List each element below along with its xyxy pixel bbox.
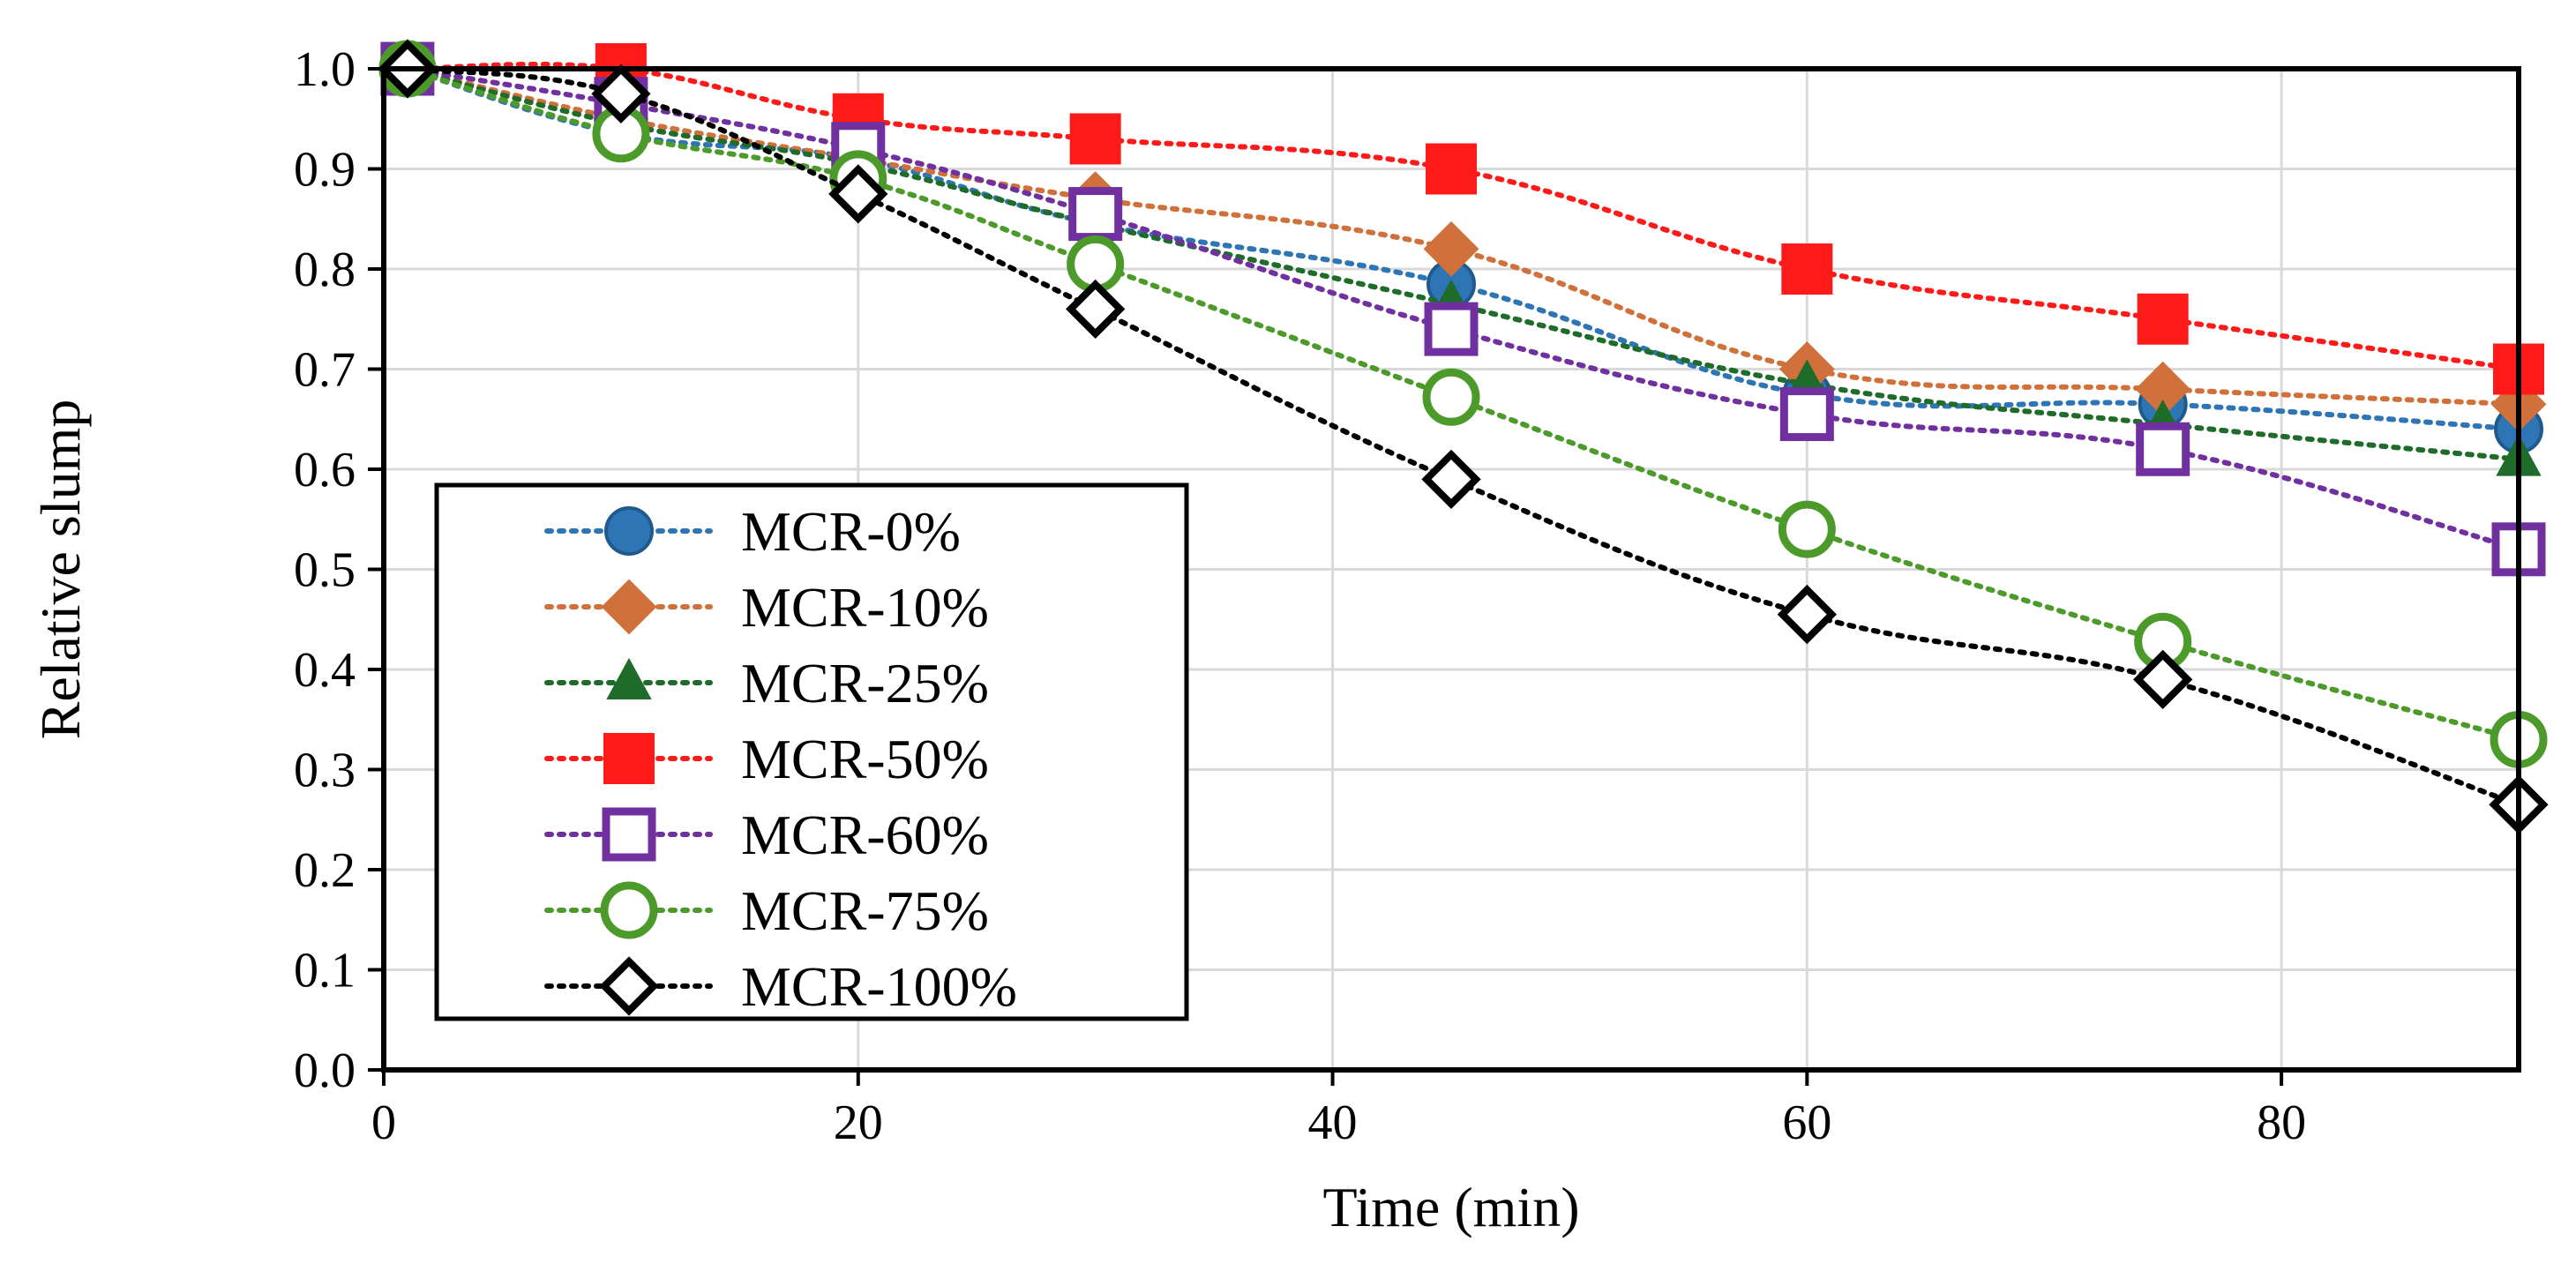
legend-item: MCR-50% [544,728,989,790]
data-point [828,164,888,224]
data-point [1422,368,1480,426]
legend-box [434,482,1189,1021]
legend-label: MCR-75% [741,879,989,942]
legend-label: MCR-25% [741,652,989,714]
legend-item: MCR-0% [544,500,961,563]
x-tick-label: 80 [2257,1095,2306,1150]
data-point [1424,302,1479,356]
x-tick-label: 60 [1782,1095,1831,1150]
y-tick-label: 0.6 [294,443,356,497]
y-tick-label: 1.0 [294,42,356,97]
x-tick-label: 20 [834,1095,883,1150]
data-point [591,64,651,124]
y-tick-label: 0.7 [294,343,356,398]
axis-ticks: 0 20 40 60 80 0.0 0.1 0.2 0.3 0.4 0.5 0.6 0.7 0.8 0.9 1… [294,42,2306,1150]
data-point [1781,243,1833,295]
legend-item: MCR-60% [544,804,989,866]
data-point [2137,293,2189,345]
x-tick-label: 0 [371,1095,396,1150]
y-tick-label: 0.8 [294,243,356,297]
x-axis-title: Time (min) [1323,1176,1580,1238]
series-line [404,66,2521,432]
y-tick-label: 0.1 [294,944,356,998]
x-tick-label: 40 [1308,1095,1358,1150]
data-point [2136,422,2190,476]
data-point [1426,143,1477,195]
legend-label: MCR-60% [741,804,989,866]
legend-label: MCR-100% [741,955,1017,1018]
data-point [1423,221,1479,277]
legend-marker [604,506,654,556]
data-point [1069,113,1121,165]
legend-label: MCR-50% [741,728,989,790]
legend-label: MCR-10% [741,576,989,639]
y-tick-label: 0.0 [294,1043,356,1098]
y-tick-label: 0.9 [294,143,356,198]
legend-label: MCR-0% [741,500,961,563]
y-tick-label: 0.4 [294,643,356,698]
legend: MCR-0% MCR-10% MCR-25% MCR-50% MCR-60% MCR-75… [434,482,1189,1021]
series-line [404,66,2521,743]
y-tick-label: 0.2 [294,843,356,898]
legend-item: MCR-75% [544,879,989,942]
legend-marker [603,733,655,784]
y-axis-title: Relative slump [29,400,92,740]
legend-marker [600,881,658,939]
data-point [1778,500,1836,558]
data-point [1068,187,1123,242]
data-point [1777,584,1837,645]
legend-item: MCR-100% [544,955,1017,1018]
legend-marker [599,956,659,1016]
data-point [2133,649,2193,710]
y-tick-label: 0.5 [294,543,356,598]
legend-item: MCR-25% [544,652,989,714]
data-point [1779,387,1834,442]
y-tick-label: 0.3 [294,744,356,798]
legend-item: MCR-10% [544,576,989,639]
legend-marker [601,579,657,635]
data-point [1066,279,1126,340]
data-point [1421,449,1481,510]
legend-marker [606,657,652,699]
legend-marker [602,807,656,862]
